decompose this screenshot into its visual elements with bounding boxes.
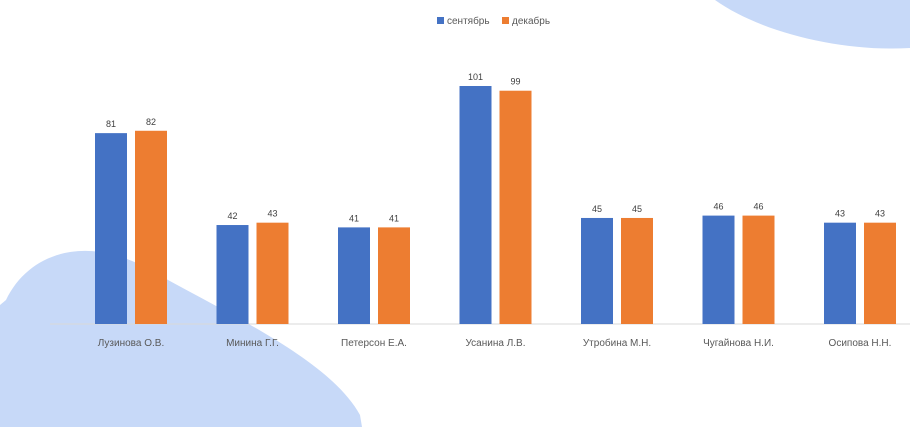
bar-september-3 [459, 86, 492, 324]
legend-swatch-december [502, 17, 509, 24]
background-blob-bottom-left [0, 250, 362, 427]
bar-september-5 [702, 215, 735, 324]
data-label-september-4: 45 [592, 204, 602, 214]
bars-group [95, 86, 896, 325]
category-label-2: Петерсон Е.А. [341, 338, 407, 349]
bar-december-2 [378, 227, 410, 324]
background-blob-top-right [715, 0, 910, 49]
legend: сентябрь декабрь [437, 15, 550, 27]
data-label-december-5: 46 [753, 202, 763, 212]
category-label-1: Минина Г.Г. [226, 338, 279, 349]
data-label-september-2: 41 [349, 213, 359, 223]
bar-december-0 [135, 130, 167, 324]
data-label-december-1: 43 [267, 209, 277, 219]
bar-december-6 [864, 222, 896, 324]
category-label-6: Осипова Н.Н. [829, 338, 892, 349]
legend-label-december: декабрь [512, 15, 550, 27]
bar-september-2 [338, 227, 370, 324]
bar-september-6 [824, 222, 856, 324]
data-label-september-0: 81 [106, 119, 116, 129]
data-labels-group: 81 82 42 43 41 41 101 99 45 45 46 46 43 43 [106, 72, 885, 223]
category-label-0: Лузинова О.В. [98, 338, 164, 349]
data-label-september-6: 43 [835, 209, 845, 219]
legend-label-september: сентябрь [447, 15, 490, 27]
bar-september-0 [95, 133, 127, 324]
data-label-september-5: 46 [713, 202, 723, 212]
legend-swatch-september [437, 17, 444, 24]
bar-december-4 [621, 217, 653, 324]
bar-december-5 [742, 215, 775, 324]
bar-december-1 [256, 222, 289, 324]
category-label-3: Усанина Л.В. [465, 338, 525, 349]
data-label-september-1: 42 [227, 211, 237, 221]
data-label-december-4: 45 [632, 204, 642, 214]
category-labels-group: Лузинова О.В. Минина Г.Г. Петерсон Е.А. Уса… [98, 337, 892, 349]
data-label-september-3: 101 [468, 72, 483, 82]
bar-september-1 [216, 225, 249, 324]
data-label-december-0: 82 [146, 117, 156, 127]
bar-december-3 [499, 90, 532, 325]
category-label-5: Чугайнова Н.И. [703, 338, 774, 349]
bar-september-4 [581, 217, 613, 324]
data-label-december-3: 99 [510, 77, 520, 87]
category-label-4: Утробина М.Н. [583, 337, 651, 349]
data-label-december-2: 41 [389, 213, 399, 223]
data-label-december-6: 43 [875, 209, 885, 219]
